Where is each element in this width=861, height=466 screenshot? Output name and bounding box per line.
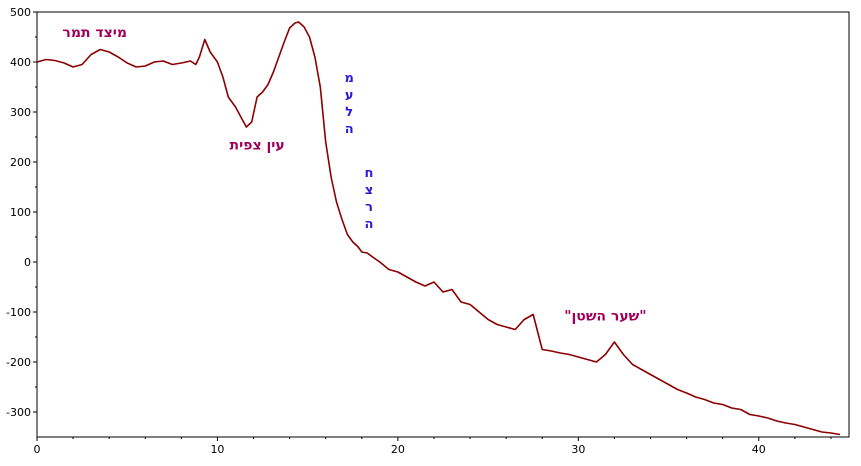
vertical-annotation-letter: ה	[345, 122, 354, 137]
annotation-label: עין צפית	[230, 138, 285, 154]
axis-ticks	[33, 11, 832, 441]
x-tick-label: 10	[210, 443, 224, 456]
y-tick-label: 200	[10, 156, 31, 169]
y-tick-label: -100	[6, 306, 31, 319]
vertical-annotation-letter: ל	[345, 105, 353, 120]
annotation-label: "שער השטן"	[564, 309, 646, 325]
x-tick-label: 40	[752, 443, 766, 456]
vertical-annotation-letter: ח	[365, 166, 374, 181]
vertical-annotation-letter: ר	[365, 200, 373, 215]
elevation-line	[36, 21, 841, 436]
y-tick-label: 400	[10, 56, 31, 69]
y-tick-label: 300	[10, 106, 31, 119]
y-tick-label: -200	[6, 356, 31, 369]
y-tick-label: 500	[10, 6, 31, 19]
tick-labels: 0 10 20 30 40 500 400 300 200 100 0 -100 -200 -300	[6, 6, 766, 456]
y-tick-label: 0	[24, 256, 31, 269]
x-tick-label: 30	[571, 443, 585, 456]
x-tick-label: 20	[391, 443, 405, 456]
vertical-annotation-letter: מ	[344, 71, 353, 86]
y-tick-label: -300	[6, 406, 31, 419]
annotation-label: מיצד תמר	[62, 25, 127, 41]
y-tick-label: 100	[10, 206, 31, 219]
vertical-annotation-letter: ע	[345, 88, 354, 103]
vertical-annotation-letter: צ	[365, 183, 374, 198]
x-tick-label: 0	[34, 443, 41, 456]
plot-frame	[36, 11, 850, 438]
vertical-annotation-letter: ה	[365, 217, 374, 232]
